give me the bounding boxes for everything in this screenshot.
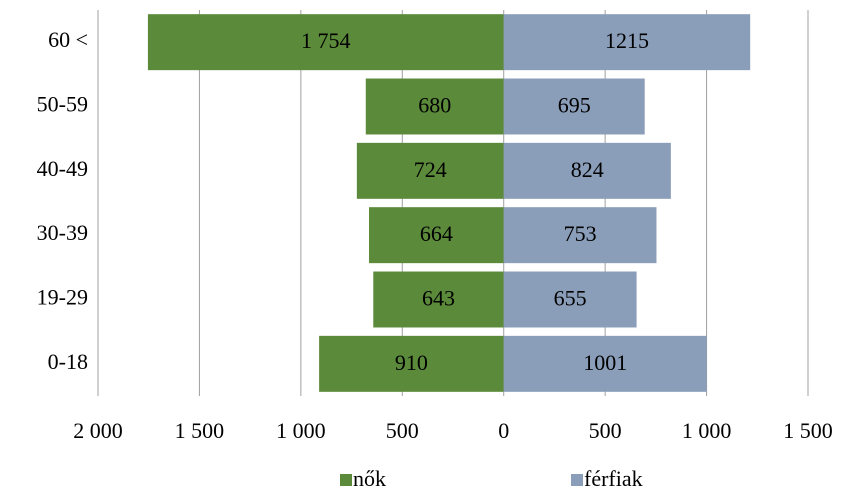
data-label: 724: [414, 157, 447, 182]
data-label: 1215: [605, 28, 649, 53]
bar: [319, 335, 504, 392]
bar: [356, 142, 504, 199]
bar: [503, 207, 657, 264]
bar: [147, 14, 504, 71]
legend-swatch: [340, 474, 352, 486]
data-label: 643: [422, 286, 455, 311]
bar: [369, 207, 504, 264]
x-tick-label: 1 000: [682, 418, 732, 443]
legend-label: férfiak: [584, 466, 643, 491]
y-tick-label: 40-49: [37, 156, 88, 181]
data-label: 1 754: [301, 28, 351, 53]
data-label: 753: [564, 221, 597, 246]
bar: [365, 78, 504, 135]
data-label: 695: [558, 93, 591, 118]
data-label: 1001: [583, 350, 627, 375]
x-tick-label: 1 500: [783, 418, 833, 443]
bar: [503, 142, 671, 199]
x-tick-label: 500: [386, 418, 419, 443]
x-tick-label: 2 000: [73, 418, 123, 443]
x-tick-label: 1 000: [276, 418, 326, 443]
y-tick-label: 19-29: [37, 285, 88, 310]
data-label: 655: [554, 286, 587, 311]
y-tick-label: 0-18: [48, 349, 88, 374]
y-tick-label: 60 <: [48, 27, 88, 52]
bar: [503, 271, 637, 328]
x-tick-label: 0: [498, 418, 509, 443]
y-tick-label: 50-59: [37, 92, 88, 117]
data-label: 680: [418, 93, 451, 118]
bar: [503, 78, 645, 135]
bar: [503, 335, 707, 392]
bar: [373, 271, 504, 328]
data-label: 664: [420, 221, 453, 246]
bar: [503, 14, 751, 71]
x-tick-label: 500: [589, 418, 622, 443]
legend-swatch: [571, 474, 583, 486]
data-label: 910: [395, 350, 428, 375]
data-label: 824: [571, 157, 604, 182]
y-tick-label: 30-39: [37, 220, 88, 245]
legend-label: nők: [353, 466, 386, 491]
x-tick-label: 1 500: [175, 418, 225, 443]
